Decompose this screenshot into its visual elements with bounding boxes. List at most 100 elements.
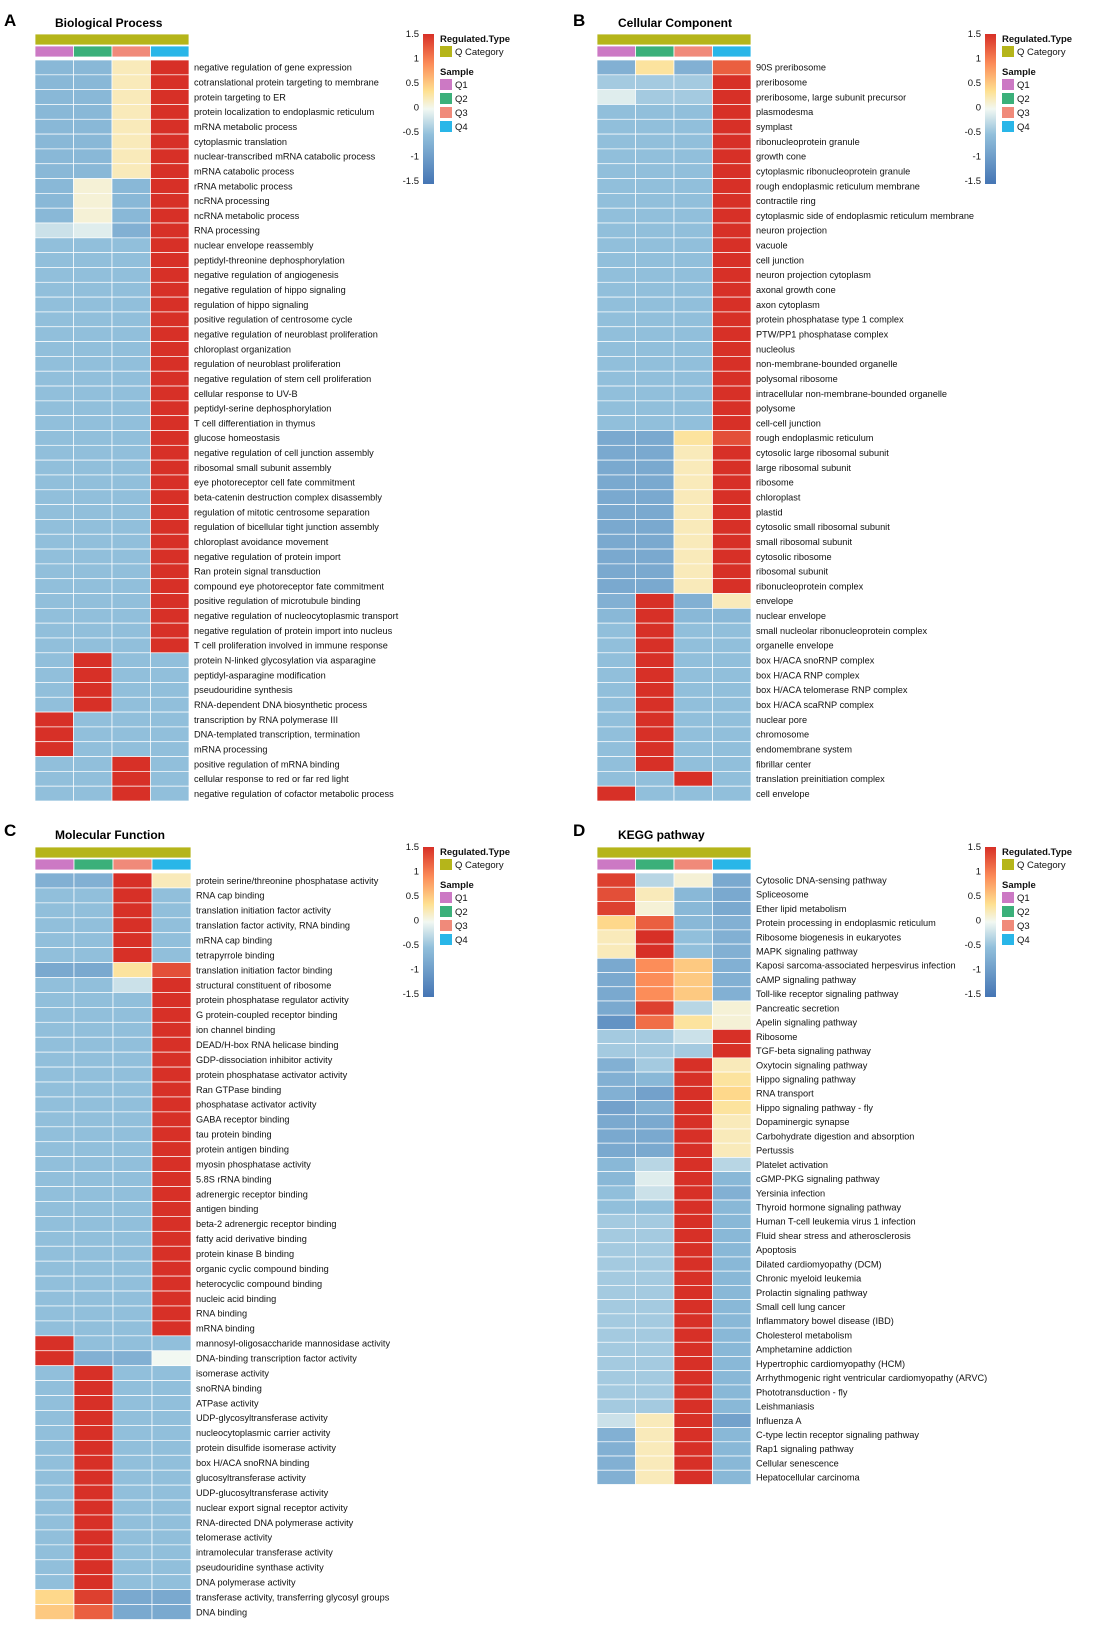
sample-annotation-cell [635, 858, 675, 871]
heatmap-cell [712, 886, 752, 902]
heatmap-cell [34, 1604, 75, 1620]
sample-annotation-cell [34, 45, 74, 58]
scale-tick-label: 0.5 [968, 78, 981, 89]
row-label: mRNA catabolic process [194, 166, 294, 176]
row-label: RNA binding [196, 1309, 247, 1319]
heatmap-cell [712, 652, 752, 668]
heatmap-cell [596, 1413, 636, 1428]
heatmap-cell [596, 489, 636, 505]
legend: 1.5 1 0.5 0 -0.5 -1 -1.5 Regulated.Type Q Catego… [965, 842, 1072, 1000]
heatmap-cell [635, 1185, 675, 1201]
heatmap-cell [596, 326, 636, 342]
legend: 1.5 1 0.5 0 -0.5 -1 -1.5 Regulated.Type Q Catego… [403, 842, 510, 1000]
legend-title: Regulated.Type [1002, 34, 1072, 45]
heatmap-cell [112, 1260, 153, 1277]
heatmap-cell [112, 887, 153, 904]
heatmap-cell [596, 207, 636, 224]
row-label: Inflammatory bowel disease (IBD) [756, 1316, 894, 1326]
heatmap-cell [34, 1335, 75, 1352]
heatmap-cell [635, 1356, 675, 1372]
heatmap-cell [596, 148, 636, 165]
heatmap-cell [596, 1469, 636, 1485]
heatmap-cell [150, 444, 190, 461]
color-scale-bar [423, 34, 434, 184]
heatmap-cell [635, 1441, 675, 1457]
heatmap-cell [73, 1574, 114, 1590]
heatmap-cell [34, 1320, 75, 1337]
row-label: mannosyl-oligosaccharide mannosidase act… [196, 1339, 390, 1349]
legend-swatch [1002, 79, 1014, 90]
heatmap-cell [112, 1559, 153, 1576]
heatmap-cell [635, 444, 675, 461]
heatmap-cell [34, 1111, 75, 1128]
legend-label: Q2 [455, 907, 468, 918]
heatmap-cell [635, 607, 675, 624]
heatmap-cell [111, 533, 151, 550]
row-label: negative regulation of cell junction ass… [194, 448, 374, 458]
heatmap-cell [673, 1213, 713, 1229]
heatmap-cell [112, 1216, 153, 1232]
row-label: regulation of bicellular tight junction … [194, 522, 379, 532]
heatmap-cell [111, 370, 151, 387]
heatmap-cell [34, 607, 74, 624]
heatmap-cell [673, 489, 713, 505]
heatmap-cell [111, 267, 151, 283]
heatmap-cell [673, 1356, 713, 1372]
row-label: Fluid shear stress and atherosclerosis [756, 1231, 911, 1241]
heatmap-cell [673, 1413, 713, 1428]
heatmap-cell [596, 1128, 636, 1144]
heatmap-cell [34, 370, 74, 387]
heatmap-cell [151, 1216, 192, 1232]
heatmap-cell [151, 962, 192, 978]
legend-swatch [1002, 93, 1014, 104]
heatmap-cell [673, 593, 713, 609]
heatmap: Cytosolic DNA-sensing pathway Spliceosome… [596, 846, 987, 1485]
heatmap-cell [34, 59, 74, 76]
heatmap-cell [635, 1413, 675, 1428]
panel-title: KEGG pathway [618, 828, 705, 842]
heatmap-cell [151, 1350, 192, 1367]
heatmap-cell [712, 1171, 752, 1187]
heatmap-cell [34, 178, 74, 194]
heatmap-cell [112, 1230, 153, 1247]
heatmap-cell [635, 915, 675, 931]
heatmap-cell [712, 915, 752, 931]
heatmap-cell [635, 504, 675, 520]
row-label: Amphetamine addiction [756, 1345, 852, 1355]
heatmap-cell [673, 548, 713, 565]
heatmap-cell [596, 652, 636, 668]
heatmap-cell [34, 1201, 75, 1217]
heatmap-cell [34, 741, 74, 757]
row-label: TGF-beta signaling pathway [756, 1046, 871, 1056]
heatmap-cell [112, 1081, 153, 1098]
row-label: Small cell lung cancer [756, 1302, 845, 1312]
row-label: negative regulation of protein import in… [194, 626, 393, 636]
heatmap-cell [635, 1213, 675, 1229]
heatmap-cell [596, 1441, 636, 1457]
heatmap-cell [34, 237, 74, 254]
heatmap-cell [596, 237, 636, 254]
heatmap-cell [73, 1156, 114, 1172]
legend-label: Q4 [455, 935, 468, 946]
heatmap-cell [34, 947, 75, 963]
heatmap-cell [111, 326, 151, 342]
heatmap-cell [112, 1529, 153, 1546]
heatmap-cell [596, 1029, 636, 1044]
heatmap-cell [73, 887, 114, 904]
heatmap-cell [596, 1171, 636, 1187]
legend-title: Regulated.Type [1002, 847, 1072, 858]
heatmap-cell [73, 252, 113, 268]
heatmap-cell [712, 563, 752, 580]
row-label: cytosolic small ribosomal subunit [756, 522, 890, 532]
heatmap-cell [712, 133, 752, 150]
row-label: negative regulation of hippo signaling [194, 285, 346, 295]
heatmap-cell [151, 1051, 192, 1068]
heatmap-cell [712, 741, 752, 757]
heatmap-cell [73, 593, 113, 609]
row-label: polysome [756, 404, 795, 414]
heatmap-cell [73, 1484, 114, 1501]
heatmap-cell [151, 1380, 192, 1396]
heatmap-cell [596, 593, 636, 609]
row-label: nuclear envelope reassembly [194, 241, 314, 251]
heatmap-cell [34, 1260, 75, 1277]
